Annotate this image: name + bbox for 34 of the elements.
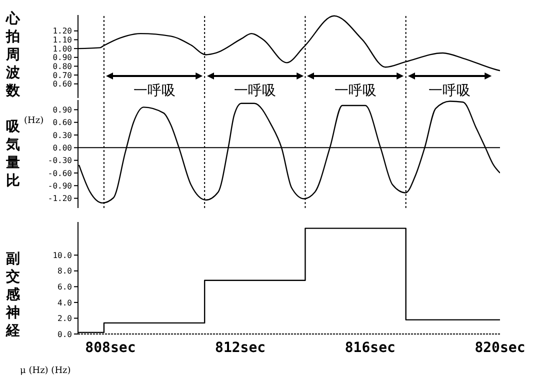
annotation: 一呼吸 bbox=[232, 82, 277, 100]
y-tick-label: 0.00 bbox=[52, 144, 72, 153]
y-tick-label: 10.0 bbox=[52, 250, 72, 260]
y-axis-title: 副交感神経 bbox=[6, 250, 20, 340]
text: (Hz) bbox=[24, 116, 44, 126]
y-axis-title: 心拍周波数 bbox=[6, 10, 20, 100]
y-tick-label: 0.90 bbox=[52, 53, 72, 62]
y-tick-label: 0.80 bbox=[52, 62, 72, 72]
y-tick-label: 0.70 bbox=[52, 70, 72, 80]
y-tick-label: 0.90 bbox=[52, 106, 72, 115]
y-tick-label: -0.90 bbox=[48, 181, 72, 190]
y-tick-label: 1.20 bbox=[52, 26, 72, 36]
y-tick-label: 0.60 bbox=[52, 80, 72, 89]
y-tick-label: 1.00 bbox=[52, 44, 72, 54]
y-tick-label: 0.60 bbox=[52, 118, 72, 128]
x-tick-label: 816sec bbox=[344, 340, 396, 356]
y-tick-label: 0.30 bbox=[52, 130, 72, 140]
annotation: 一呼吸 bbox=[428, 82, 472, 100]
x-tick-label: 820sec bbox=[474, 340, 526, 356]
annotation: 一呼吸 bbox=[334, 82, 378, 100]
y-tick-label: 1.10 bbox=[52, 36, 72, 45]
y-tick-label: 8.0 bbox=[58, 266, 72, 276]
x-tick-label: 812sec bbox=[215, 340, 266, 356]
text: μ (Hz) (Hz) bbox=[20, 366, 71, 376]
y-tick-label: -0.60 bbox=[48, 168, 72, 178]
y-tick-label: 2.0 bbox=[58, 314, 72, 324]
y-tick-label: -0.30 bbox=[48, 156, 72, 166]
annotation: 一呼吸 bbox=[132, 82, 176, 100]
y-tick-label: -1.20 bbox=[48, 194, 72, 204]
y-tick-label: 0.0 bbox=[58, 330, 72, 339]
x-tick-label: 808sec bbox=[85, 340, 136, 356]
y-tick-label: 4.0 bbox=[58, 298, 72, 308]
y-axis-title: 吸気量比 bbox=[6, 118, 20, 190]
y-tick-label: 6.0 bbox=[58, 282, 72, 292]
